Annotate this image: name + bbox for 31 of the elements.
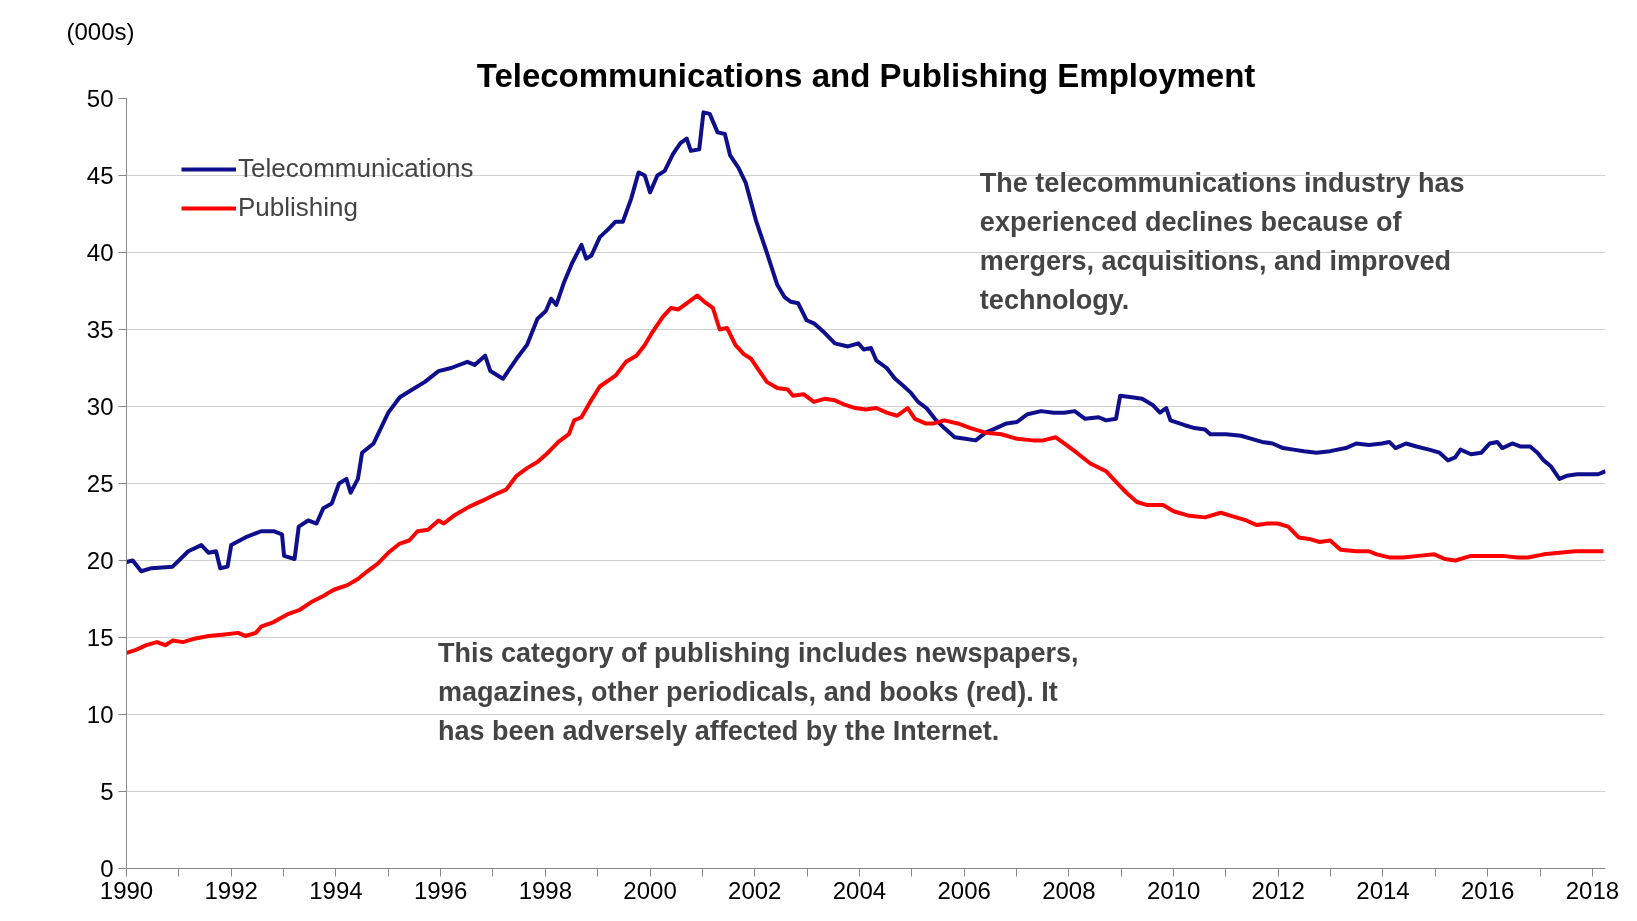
legend-label: Publishing <box>238 192 358 223</box>
x-tick-label: 2016 <box>1461 876 1515 904</box>
y-tick-label: 10 <box>86 701 114 728</box>
legend-label: Telecommunications <box>238 153 474 184</box>
x-tick-label: 1996 <box>413 876 468 904</box>
x-tick-label: 2000 <box>623 876 677 904</box>
x-tick-label: 2012 <box>1251 876 1305 904</box>
annotation: The telecommunications industry has experienced declines because of mergers, acquisitions, and improved technology. <box>979 167 1465 315</box>
x-tick-label: 2018 <box>1565 876 1620 904</box>
y-tick-label: 50 <box>86 85 114 112</box>
x-tick-label: 2014 <box>1356 876 1410 904</box>
x-tick-label: 2010 <box>1146 876 1201 904</box>
y-tick-label: 15 <box>86 624 114 651</box>
y-tick-label: 20 <box>86 547 114 574</box>
y-tick-label: 35 <box>86 316 114 343</box>
line-series <box>126 110 1606 574</box>
x-tick-label: 2002 <box>728 876 782 904</box>
x-tick-label: 1994 <box>309 876 363 904</box>
x-tick-label: 2004 <box>832 876 887 904</box>
y-tick-label: 25 <box>86 470 114 497</box>
x-tick-label: 1998 <box>518 876 573 904</box>
x-tick-label: 1992 <box>204 876 258 904</box>
annotation: This category of publishing includes newspapers, magazines, other periodicals, and books (red). It has been adversely affected by the Internet. <box>438 637 1079 746</box>
y-tick-label: 45 <box>86 162 114 189</box>
y-tick-label: 40 <box>86 239 114 266</box>
y-tick-label: 5 <box>100 778 114 805</box>
y-tick-label: 30 <box>86 393 114 420</box>
x-tick-label: 2008 <box>1042 876 1096 904</box>
x-tick-label: 2006 <box>937 876 991 904</box>
y-axis-title: (000s) <box>66 17 135 45</box>
chart-title: Telecommunications and Publishing Employment <box>476 56 1256 94</box>
